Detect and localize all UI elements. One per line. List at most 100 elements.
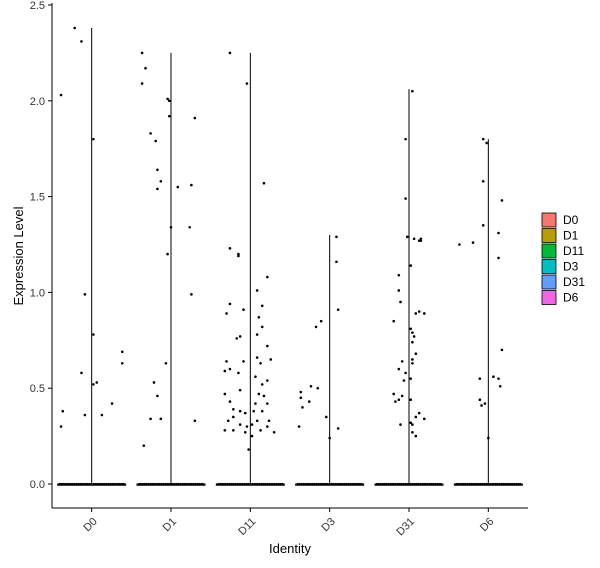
data-point xyxy=(507,482,511,486)
data-point xyxy=(156,482,159,486)
data-point xyxy=(159,417,163,421)
data-point xyxy=(341,482,344,486)
data-point xyxy=(387,482,390,486)
data-point xyxy=(397,289,401,292)
data-point xyxy=(160,482,163,486)
data-point xyxy=(224,482,227,486)
data-point xyxy=(424,482,428,486)
data-point xyxy=(71,482,74,486)
data-point xyxy=(296,482,299,486)
data-point xyxy=(226,419,230,423)
data-point xyxy=(402,379,406,382)
data-point xyxy=(307,400,311,403)
data-point xyxy=(145,482,148,486)
data-point xyxy=(192,482,195,486)
data-point xyxy=(309,482,312,486)
data-point xyxy=(107,482,110,486)
data-point xyxy=(183,482,186,486)
data-point xyxy=(103,482,106,486)
data-point xyxy=(228,482,231,486)
data-point xyxy=(95,381,99,384)
data-point xyxy=(400,394,404,398)
data-point xyxy=(254,402,257,405)
data-point xyxy=(335,235,338,239)
legend-label: D11 xyxy=(563,244,584,258)
data-point xyxy=(430,482,433,486)
data-point xyxy=(252,482,256,486)
data-point xyxy=(137,482,141,486)
x-tick-label: D11 xyxy=(236,516,258,538)
data-point xyxy=(90,482,93,486)
data-point xyxy=(196,482,199,486)
data-point xyxy=(411,340,414,344)
data-point xyxy=(360,482,363,486)
data-point xyxy=(92,137,95,141)
data-point xyxy=(396,482,399,486)
data-point xyxy=(260,383,264,386)
data-point xyxy=(149,482,152,486)
data-point xyxy=(317,482,320,486)
data-point xyxy=(83,293,87,296)
data-point xyxy=(397,398,401,401)
legend-swatch xyxy=(541,274,557,290)
data-point xyxy=(255,356,259,359)
data-point xyxy=(272,430,276,434)
data-point xyxy=(389,482,392,486)
data-point xyxy=(247,448,250,451)
data-point xyxy=(228,400,232,403)
x-tick-label: D31 xyxy=(394,516,417,539)
data-point xyxy=(439,482,443,486)
data-point xyxy=(245,482,248,486)
data-point xyxy=(504,482,507,486)
data-point xyxy=(498,384,502,388)
data-point xyxy=(409,377,413,380)
data-point xyxy=(330,482,333,486)
data-point xyxy=(147,482,150,486)
data-point xyxy=(298,482,301,486)
data-point xyxy=(336,308,340,311)
data-point xyxy=(113,482,116,486)
data-point xyxy=(201,482,205,486)
data-point xyxy=(242,360,245,363)
data-point xyxy=(143,482,146,486)
data-point xyxy=(237,482,241,486)
data-point xyxy=(58,482,61,486)
data-point xyxy=(402,482,405,486)
data-point xyxy=(188,482,191,486)
data-point xyxy=(60,482,63,486)
data-point xyxy=(269,482,273,486)
data-point xyxy=(88,482,91,486)
data-point xyxy=(351,482,354,486)
data-point xyxy=(411,358,414,361)
data-point xyxy=(423,417,426,421)
data-point xyxy=(358,482,361,486)
data-point xyxy=(500,348,504,352)
data-point xyxy=(502,482,505,486)
data-point xyxy=(230,482,233,486)
data-point xyxy=(190,293,193,296)
data-point xyxy=(479,482,482,486)
data-point xyxy=(245,425,249,428)
data-point xyxy=(414,312,418,315)
data-point xyxy=(297,425,301,428)
data-point xyxy=(267,419,271,423)
data-point xyxy=(194,482,197,486)
data-point xyxy=(515,482,518,486)
data-point xyxy=(519,482,522,486)
y-tick-label: 1.5 xyxy=(30,192,45,204)
data-point xyxy=(417,482,420,486)
data-point xyxy=(487,482,490,486)
data-point xyxy=(487,436,490,440)
data-point xyxy=(177,482,180,486)
data-point xyxy=(255,333,259,336)
data-point xyxy=(422,482,426,486)
legend-swatch xyxy=(541,228,557,243)
data-point xyxy=(120,350,124,354)
data-point xyxy=(156,187,159,191)
data-point xyxy=(116,482,120,486)
data-point xyxy=(193,116,197,120)
data-point xyxy=(268,482,271,486)
data-point xyxy=(152,381,156,384)
data-point xyxy=(256,482,259,486)
